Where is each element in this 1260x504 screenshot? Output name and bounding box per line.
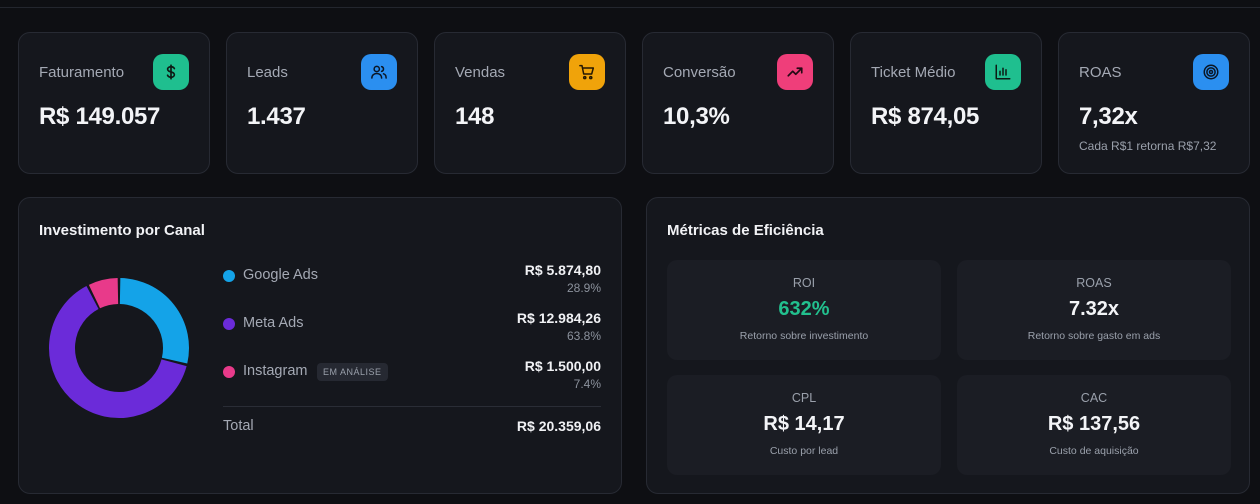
trending-up-icon: [777, 54, 813, 90]
channel-amount: R$ 1.500,00: [524, 358, 601, 374]
investment-panel: Investimento por Canal Google Ads R$ 5.8…: [18, 197, 622, 494]
kpi-value: 10,3%: [663, 103, 730, 130]
channel-name: Google Ads: [243, 267, 318, 283]
channel-name: Meta Ads: [243, 315, 304, 331]
metric-description: Retorno sobre gasto em ads: [1027, 330, 1161, 342]
metric-card-cac: CAC R$ 137,56 Custo de aquisição: [957, 375, 1231, 475]
kpi-card-faturamento: Faturamento R$ 149.057: [18, 32, 210, 174]
channel-name: Instagram: [243, 363, 308, 379]
metric-value: R$ 137,56: [1047, 413, 1141, 435]
channel-percentage: 28.9%: [566, 281, 601, 295]
kpi-label: Conversão: [663, 64, 736, 81]
kpi-card-roas: ROAS 7,32x Cada R$1 retorna R$7,32: [1058, 32, 1250, 174]
kpi-label: Leads: [247, 64, 288, 81]
legend-dot: [223, 366, 235, 378]
channel-amount: R$ 5.874,80: [524, 262, 601, 278]
metric-description: Custo por lead: [769, 445, 839, 457]
kpi-card-leads: Leads 1.437: [226, 32, 418, 174]
channel-amount: R$ 12.984,26: [516, 310, 601, 326]
cart-icon: [569, 54, 605, 90]
metric-label: ROAS: [1076, 276, 1112, 290]
donut-slice-meta-ads[interactable]: [49, 286, 187, 418]
metric-label: ROI: [792, 276, 816, 290]
efficiency-panel: Métricas de Eficiência ROI 632% Retorno …: [646, 197, 1250, 494]
kpi-value: 148: [455, 103, 495, 130]
kpi-value: 7,32x: [1079, 103, 1138, 130]
status-badge: EM ANÁLISE: [317, 363, 388, 381]
kpi-label: Vendas: [455, 64, 506, 81]
channel-row-google-ads: Google Ads R$ 5.874,80 28.9%: [223, 262, 601, 302]
metric-card-roas: ROAS 7.32x Retorno sobre gasto em ads: [957, 260, 1231, 360]
kpi-card-conversao: Conversão 10,3%: [642, 32, 834, 174]
kpi-value: R$ 149.057: [39, 103, 161, 130]
bar-chart-icon: [985, 54, 1021, 90]
kpi-label: ROAS: [1079, 64, 1122, 81]
metric-description: Custo de aquisição: [1049, 445, 1139, 457]
metric-value: R$ 14,17: [763, 413, 845, 435]
investment-title: Investimento por Canal: [39, 222, 205, 239]
kpi-subtext: Cada R$1 retorna R$7,32: [1079, 139, 1217, 153]
metric-label: CPL: [791, 391, 817, 405]
total-value: R$ 20.359,06: [516, 418, 601, 434]
investment-donut-chart: [49, 278, 189, 418]
users-icon: [361, 54, 397, 90]
donut-slice-instagram[interactable]: [88, 278, 119, 309]
kpi-value: 1.437: [247, 103, 306, 130]
total-divider: [223, 406, 601, 407]
channel-percentage: 63.8%: [566, 329, 601, 343]
kpi-label: Faturamento: [39, 64, 125, 81]
legend-dot: [223, 270, 235, 282]
metric-value: 7.32x: [1068, 298, 1120, 320]
target-icon: [1193, 54, 1229, 90]
kpi-value: R$ 874,05: [871, 103, 980, 130]
kpi-card-ticket-medio: Ticket Médio R$ 874,05: [850, 32, 1042, 174]
channel-row-meta-ads: Meta Ads R$ 12.984,26 63.8%: [223, 310, 601, 350]
metric-description: Retorno sobre investimento: [739, 330, 869, 342]
channel-row-instagram: Instagram EM ANÁLISE R$ 1.500,00 7.4%: [223, 358, 601, 398]
donut-slice-google-ads[interactable]: [119, 278, 189, 364]
header-divider: [0, 7, 1260, 8]
metric-card-roi: ROI 632% Retorno sobre investimento: [667, 260, 941, 360]
metric-label: CAC: [1080, 391, 1108, 405]
total-label: Total: [223, 418, 254, 434]
channel-percentage: 7.4%: [573, 377, 601, 391]
kpi-card-vendas: Vendas 148: [434, 32, 626, 174]
dollar-icon: [153, 54, 189, 90]
legend-dot: [223, 318, 235, 330]
efficiency-title: Métricas de Eficiência: [667, 222, 824, 239]
kpi-label: Ticket Médio: [871, 64, 956, 81]
metric-value: 632%: [778, 298, 830, 320]
metric-card-cpl: CPL R$ 14,17 Custo por lead: [667, 375, 941, 475]
